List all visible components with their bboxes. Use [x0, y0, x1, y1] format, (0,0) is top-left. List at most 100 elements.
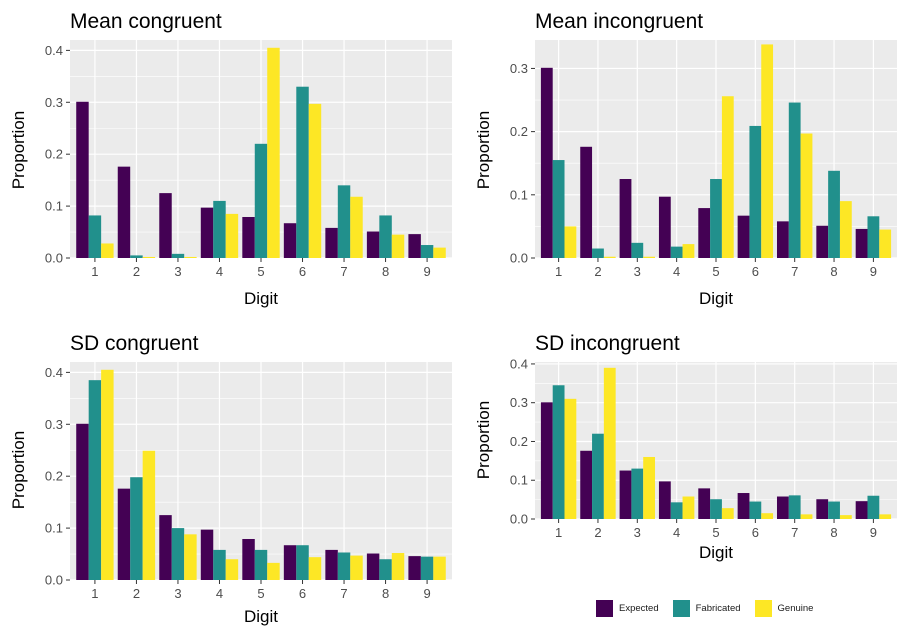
- x-tick-label: 9: [423, 586, 430, 601]
- bar-genuine-digit-6: [308, 557, 322, 580]
- bar-genuine-digit-4: [225, 213, 239, 258]
- bar-expected-digit-9: [855, 228, 868, 258]
- legend-item-expected: Expected: [596, 599, 659, 617]
- x-tick-label: 8: [830, 264, 837, 279]
- bar-expected-digit-4: [658, 481, 671, 519]
- bar-fabricated-digit-7: [788, 495, 801, 519]
- bar-expected-digit-9: [408, 556, 421, 580]
- x-tick-label: 5: [257, 264, 264, 279]
- bar-expected-digit-1: [540, 67, 553, 258]
- bar-expected-digit-6: [283, 545, 297, 580]
- bar-expected-digit-3: [159, 193, 172, 258]
- y-tick-label: 0.1: [510, 187, 528, 202]
- bar-fabricated-digit-8: [828, 170, 840, 258]
- y-tick-label: 0.1: [510, 473, 528, 488]
- bar-genuine-digit-2: [142, 256, 156, 258]
- bar-genuine-digit-3: [643, 456, 656, 519]
- bar-fabricated-digit-3: [631, 242, 644, 258]
- bar-expected-digit-7: [325, 549, 338, 580]
- x-tick-label: 8: [382, 586, 389, 601]
- bar-genuine-digit-1: [101, 369, 114, 580]
- legend-label-genuine: Genuine: [777, 602, 814, 614]
- y-tick-label: 0.3: [45, 95, 63, 110]
- bar-expected-digit-1: [540, 402, 553, 519]
- bar-genuine-digit-6: [308, 103, 322, 258]
- x-tick-label: 7: [340, 586, 347, 601]
- y-tick-label: 0.2: [510, 434, 528, 449]
- bar-genuine-digit-4: [682, 244, 695, 258]
- bar-genuine-digit-7: [800, 514, 813, 519]
- legend-label-fabricated: Fabricated: [695, 602, 741, 614]
- bar-expected-digit-2: [117, 488, 131, 580]
- x-tick-label: 1: [555, 264, 562, 279]
- bar-fabricated-digit-4: [670, 246, 683, 258]
- bar-expected-digit-8: [366, 231, 380, 258]
- bar-genuine-digit-2: [603, 367, 616, 519]
- y-tick-label: 0.3: [510, 395, 528, 410]
- y-tick-label: 0.4: [45, 365, 63, 380]
- bar-expected-digit-2: [580, 450, 593, 519]
- x-tick-label: 6: [752, 525, 759, 540]
- x-tick-label: 2: [594, 525, 601, 540]
- bar-fabricated-digit-9: [867, 495, 880, 519]
- bar-fabricated-digit-7: [337, 185, 351, 258]
- bar-fabricated-digit-9: [420, 556, 434, 580]
- x-tick-label: 5: [257, 586, 264, 601]
- x-tick-label: 3: [174, 264, 181, 279]
- x-tick-label: 9: [423, 264, 430, 279]
- legend-key-expected: [596, 599, 613, 617]
- y-tick-label: 0.3: [510, 61, 528, 76]
- bar-genuine-digit-4: [225, 559, 239, 580]
- panel-title: SD incongruent: [535, 332, 680, 355]
- x-tick-label: 6: [299, 586, 306, 601]
- bar-expected-digit-2: [117, 166, 131, 258]
- x-tick-label: 3: [634, 525, 641, 540]
- bar-fabricated-digit-5: [254, 549, 268, 580]
- bar-expected-digit-1: [76, 101, 89, 259]
- bar-genuine-digit-8: [839, 201, 852, 258]
- legend-item-fabricated: Fabricated: [672, 599, 741, 617]
- bar-fabricated-digit-4: [670, 502, 683, 519]
- x-tick-label: 1: [91, 586, 98, 601]
- bar-expected-digit-9: [855, 501, 868, 519]
- bar-fabricated-digit-6: [296, 86, 309, 258]
- bar-fabricated-digit-5: [710, 499, 722, 519]
- bar-fabricated-digit-6: [749, 501, 762, 519]
- bar-expected-digit-9: [408, 234, 421, 258]
- bar-fabricated-digit-6: [749, 125, 762, 258]
- y-tick-label: 0.3: [45, 417, 63, 432]
- bar-fabricated-digit-9: [420, 245, 434, 258]
- bar-expected-digit-7: [776, 496, 789, 519]
- x-tick-label: 3: [634, 264, 641, 279]
- bar-expected-digit-6: [283, 223, 297, 258]
- x-tick-label: 2: [594, 264, 601, 279]
- x-tick-label: 1: [91, 264, 98, 279]
- bar-genuine-digit-5: [721, 96, 734, 259]
- x-tick-label: 3: [174, 586, 181, 601]
- y-tick-label: 0.0: [510, 251, 528, 266]
- bar-genuine-digit-8: [391, 234, 405, 258]
- x-tick-label: 2: [133, 264, 140, 279]
- y-tick-label: 0.2: [45, 147, 63, 162]
- bar-genuine-digit-9: [879, 514, 892, 519]
- bar-expected-digit-4: [200, 529, 214, 580]
- bar-fabricated-digit-8: [828, 501, 840, 519]
- bar-genuine-digit-7: [350, 555, 363, 580]
- x-tick-label: 9: [870, 264, 877, 279]
- y-tick-label: 0.2: [510, 124, 528, 139]
- bar-genuine-digit-1: [101, 243, 114, 258]
- panel-title: Mean incongruent: [535, 10, 703, 33]
- bar-genuine-digit-5: [267, 47, 280, 259]
- x-tick-label: 4: [216, 586, 223, 601]
- bar-genuine-digit-1: [564, 226, 577, 258]
- legend-key-genuine: [754, 599, 772, 617]
- bar-genuine-digit-6: [761, 513, 774, 519]
- bar-expected-digit-3: [619, 179, 632, 258]
- x-axis-label: Digit: [699, 543, 733, 562]
- legend: Expected Fabricated Genuine: [596, 597, 827, 619]
- bar-fabricated-digit-2: [592, 433, 604, 519]
- bar-genuine-digit-3: [184, 256, 197, 258]
- x-axis-label: Digit: [244, 607, 278, 626]
- x-tick-label: 8: [830, 525, 837, 540]
